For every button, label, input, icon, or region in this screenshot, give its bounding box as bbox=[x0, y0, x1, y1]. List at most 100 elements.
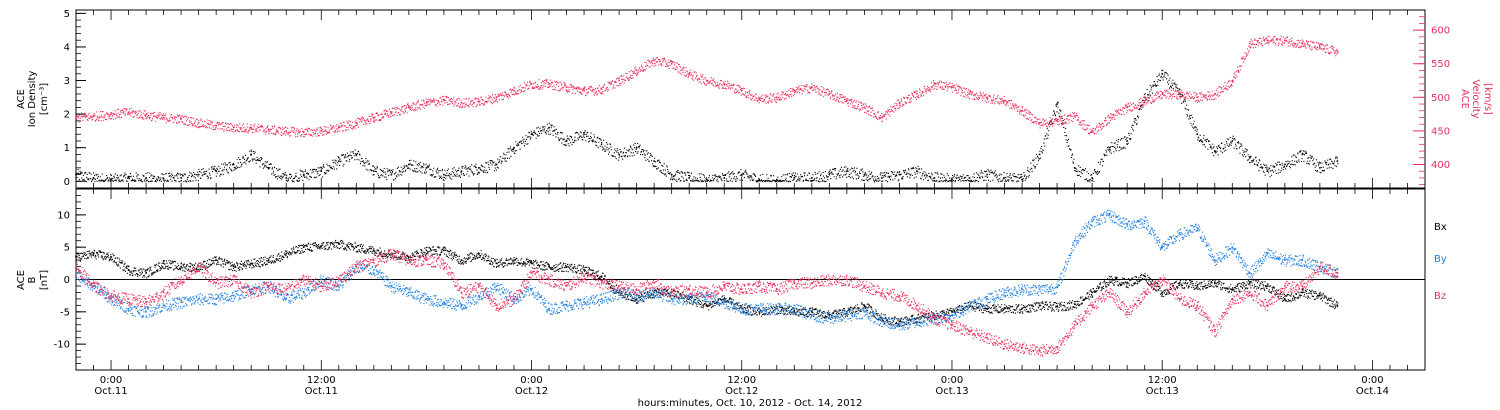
data-point bbox=[337, 126, 340, 129]
data-point bbox=[740, 89, 743, 92]
data-point bbox=[1231, 298, 1234, 300]
data-point bbox=[793, 177, 796, 179]
data-point bbox=[92, 252, 95, 255]
data-point bbox=[478, 294, 480, 297]
data-point bbox=[127, 298, 130, 300]
data-point bbox=[600, 298, 603, 300]
data-point bbox=[75, 256, 77, 258]
data-point bbox=[390, 285, 393, 287]
data-point bbox=[881, 177, 883, 179]
data-point bbox=[793, 89, 796, 92]
data-point bbox=[320, 130, 323, 132]
data-point bbox=[1178, 93, 1181, 95]
data-point bbox=[740, 173, 743, 176]
x-tick-time-label: 12:00 bbox=[307, 375, 336, 386]
data-point bbox=[1126, 311, 1128, 313]
data-point bbox=[635, 69, 638, 72]
series-trace bbox=[76, 35, 1339, 138]
data-point bbox=[986, 307, 988, 310]
data-point bbox=[267, 285, 270, 287]
data-point bbox=[180, 177, 182, 179]
data-point bbox=[916, 304, 918, 307]
x-tick-date-label: Oct.11 bbox=[305, 386, 338, 397]
data-point bbox=[337, 285, 340, 287]
data-point bbox=[705, 294, 708, 297]
data-point bbox=[1231, 246, 1234, 248]
data-point bbox=[863, 311, 866, 313]
data-point bbox=[180, 265, 182, 268]
data-point bbox=[250, 291, 252, 294]
top-left-tick-label: 0 bbox=[64, 177, 70, 188]
top-left-tick-label: 4 bbox=[64, 42, 70, 53]
data-point bbox=[127, 269, 130, 271]
data-point bbox=[320, 285, 323, 287]
data-point bbox=[1301, 153, 1304, 156]
data-point bbox=[881, 116, 883, 119]
top-right-ylabel: ACE Velocity [km/s] bbox=[1459, 79, 1493, 118]
x-tick-date-label: Oct.12 bbox=[725, 386, 758, 397]
data-point bbox=[1301, 42, 1304, 45]
data-point bbox=[145, 311, 147, 313]
data-point bbox=[232, 278, 235, 281]
data-point bbox=[250, 153, 252, 156]
data-point bbox=[1108, 278, 1111, 281]
data-point bbox=[1003, 291, 1006, 294]
data-point bbox=[197, 173, 200, 176]
data-point bbox=[267, 167, 270, 169]
top-right-tick-label: 400 bbox=[1431, 160, 1450, 171]
data-point bbox=[1336, 160, 1339, 162]
data-point bbox=[355, 153, 358, 156]
data-point bbox=[197, 122, 200, 124]
data-point bbox=[916, 170, 918, 173]
data-point bbox=[1108, 146, 1111, 149]
top-left-ylabel-line2: Ion Density bbox=[27, 71, 38, 128]
data-point bbox=[285, 298, 288, 300]
x-tick-date-label: Oct.14 bbox=[1356, 386, 1389, 397]
data-point bbox=[478, 100, 480, 103]
x-tick-date-label: Oct.11 bbox=[94, 386, 127, 397]
data-point bbox=[513, 259, 515, 261]
data-point bbox=[302, 278, 305, 281]
data-point bbox=[898, 320, 901, 323]
data-point bbox=[1021, 178, 1023, 181]
data-point bbox=[951, 314, 953, 316]
data-point bbox=[443, 173, 445, 176]
top-left-tick-label: 1 bbox=[64, 143, 70, 154]
data-point bbox=[916, 93, 918, 95]
data-point bbox=[127, 177, 130, 179]
data-point bbox=[127, 111, 130, 113]
data-point bbox=[723, 301, 726, 303]
bottom-tick-label: 10 bbox=[57, 210, 70, 221]
data-point bbox=[583, 275, 585, 278]
data-point bbox=[583, 89, 585, 92]
data-point bbox=[1021, 288, 1023, 290]
series-by bbox=[75, 209, 1339, 331]
x-tick-date-label: Oct.13 bbox=[935, 386, 968, 397]
data-point bbox=[1196, 285, 1199, 287]
data-point bbox=[1003, 343, 1006, 345]
top-right-tick-label: 450 bbox=[1431, 126, 1450, 137]
legend-bx: Bx bbox=[1434, 222, 1447, 233]
data-point bbox=[775, 96, 778, 99]
data-point bbox=[968, 177, 971, 179]
data-point bbox=[1249, 42, 1251, 45]
data-point bbox=[968, 304, 971, 307]
top-right-tick-label: 500 bbox=[1431, 93, 1450, 104]
data-point bbox=[1178, 298, 1181, 300]
data-point bbox=[1161, 291, 1164, 294]
data-point bbox=[1284, 298, 1286, 300]
data-point bbox=[758, 178, 761, 181]
data-point bbox=[1161, 73, 1164, 75]
data-point bbox=[320, 278, 323, 281]
data-point bbox=[1249, 156, 1251, 159]
data-point bbox=[548, 83, 550, 85]
data-point bbox=[1319, 46, 1321, 48]
data-point bbox=[320, 170, 323, 173]
data-point bbox=[162, 177, 165, 180]
data-point bbox=[1196, 226, 1199, 229]
x-tick-time-label: 0:00 bbox=[520, 375, 542, 386]
data-point bbox=[1003, 307, 1006, 310]
data-point bbox=[1213, 259, 1216, 261]
data-point bbox=[1161, 278, 1164, 281]
data-point bbox=[1143, 99, 1146, 102]
